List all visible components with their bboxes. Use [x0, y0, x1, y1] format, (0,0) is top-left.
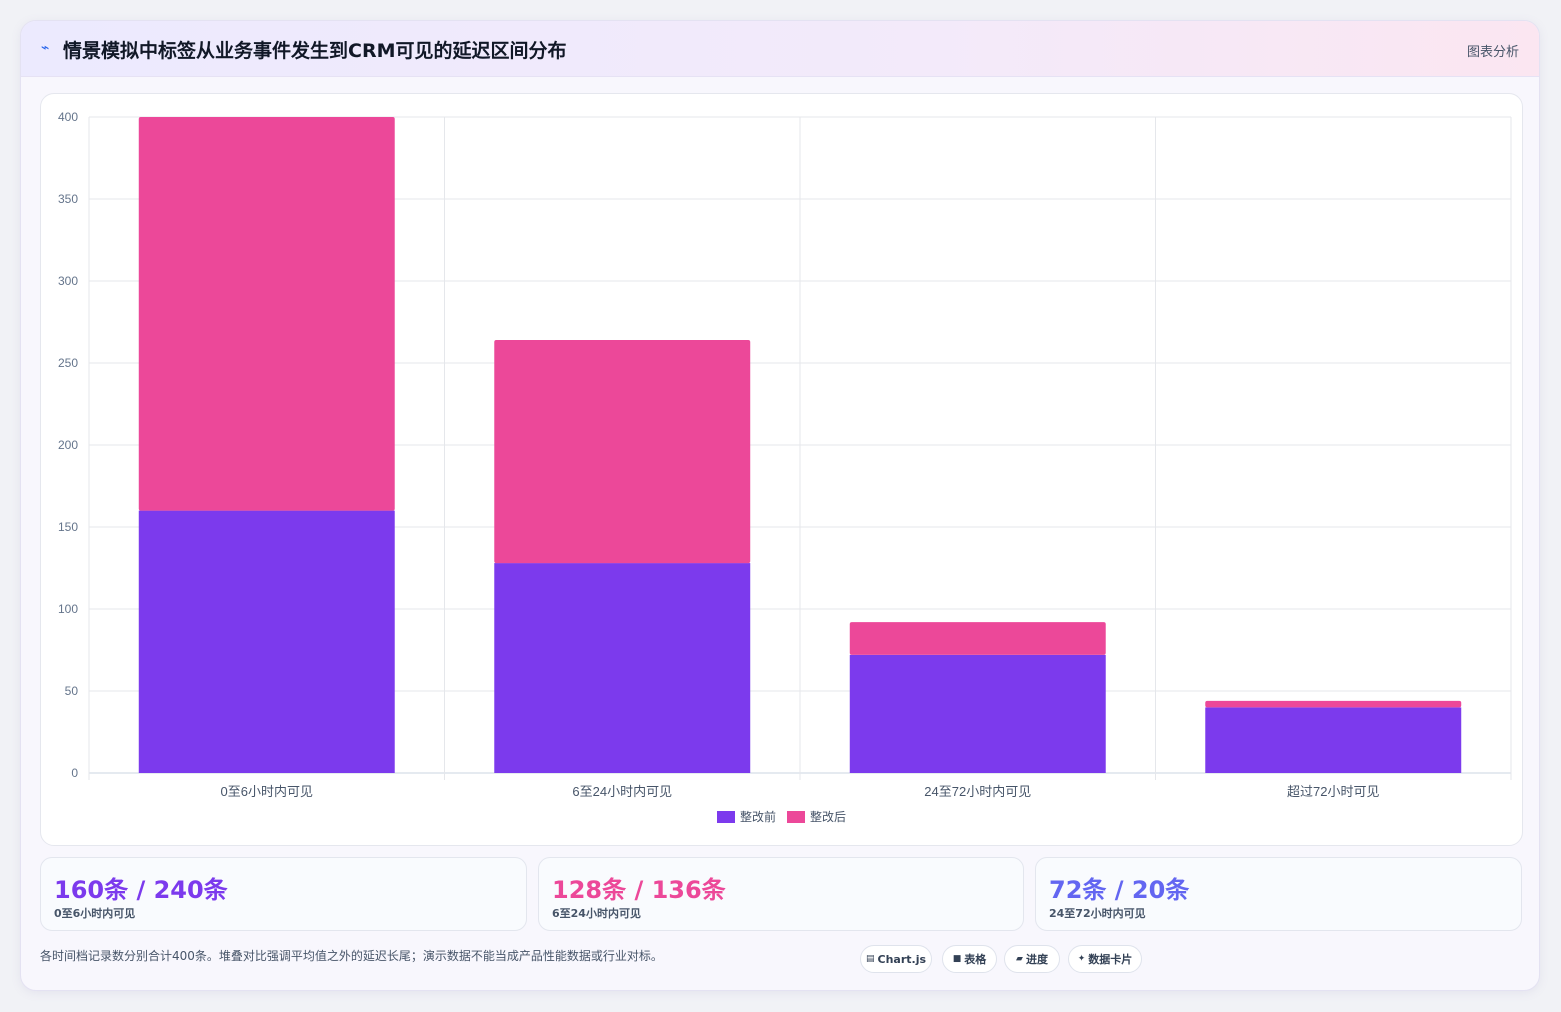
progress-icon: ▰ [1016, 954, 1023, 964]
bar-segment [1205, 707, 1462, 773]
pill-progress[interactable]: ▰ 进度 [1004, 945, 1060, 973]
bar-segment [849, 654, 1106, 773]
stacked-bar-chart: 0 50 100 150 200 250 300 350 400 0至6小时内可见 6至24小时内可… [58, 110, 1512, 824]
pill-label: Chart.js [877, 952, 927, 966]
pill-chartjs[interactable]: ▤ Chart.js [860, 945, 932, 973]
pill-label: 表格 [964, 953, 987, 966]
bar-segment [849, 622, 1106, 655]
stat-label: 0至6小时内可见 [54, 907, 136, 920]
stat-label: 24至72小时内可见 [1049, 907, 1146, 920]
y-tick-label: 350 [58, 192, 78, 206]
stat-card: 72条 / 20条 24至72小时内可见 [1035, 857, 1522, 931]
y-tick-label: 50 [65, 684, 79, 698]
chart-title: 情景模拟中标签从业务事件发生到CRM可见的延迟区间分布 [63, 40, 567, 62]
pill-label: 进度 [1025, 953, 1048, 966]
legend-swatch [717, 811, 735, 823]
bar-segment [138, 510, 395, 773]
stat-card: 160条 / 240条 0至6小时内可见 [40, 857, 527, 931]
y-tick-label: 300 [58, 274, 78, 288]
chart-panel: 0 50 100 150 200 250 300 350 400 0至6小时内可见 6至24小时内可… [40, 93, 1523, 846]
y-tick-label: 200 [58, 438, 78, 452]
pill-table[interactable]: ■ 表格 [942, 945, 997, 973]
header-tag: 图表分析 [1466, 45, 1519, 60]
bar-segment [1205, 700, 1462, 708]
bar-segment [138, 117, 395, 511]
stat-value: 128条 / 136条 [552, 876, 726, 904]
legend-label: 整改后 [810, 809, 846, 824]
stat-label: 6至24小时内可见 [552, 907, 641, 920]
table-icon: ■ [952, 954, 962, 964]
x-tick-label: 0至6小时内可见 [221, 784, 313, 799]
footnote: 各时间档记录数分别合计400条。堆叠对比强调平均值之外的延迟长尾；演示数据不能当… [40, 949, 663, 963]
y-tick-label: 100 [58, 602, 78, 616]
y-tick-label: 0 [71, 766, 78, 780]
x-tick-label: 24至72小时内可见 [924, 784, 1031, 799]
y-tick-label: 150 [58, 520, 78, 534]
legend-swatch [787, 811, 805, 823]
pill-label: 数据卡片 [1088, 953, 1133, 966]
y-tick-label: 250 [58, 356, 78, 370]
bar-segment [494, 563, 751, 773]
stat-card: 128条 / 136条 6至24小时内可见 [538, 857, 1024, 931]
chart-card: ⌁ 情景模拟中标签从业务事件发生到CRM可见的延迟区间分布 图表分析 0 50 10… [20, 20, 1540, 991]
sparkle-icon: ✦ [1077, 954, 1086, 964]
bar-segment [494, 340, 751, 564]
trend-line-icon: ⌁ [41, 40, 50, 56]
bar-chart-icon: ▤ [865, 954, 875, 964]
card-header: ⌁ 情景模拟中标签从业务事件发生到CRM可见的延迟区间分布 图表分析 [21, 21, 1539, 77]
stat-value: 160条 / 240条 [54, 876, 228, 904]
x-tick-label: 超过72小时可见 [1287, 784, 1379, 799]
y-tick-label: 400 [58, 110, 78, 124]
x-tick-label: 6至24小时内可见 [572, 784, 672, 799]
stat-value: 72条 / 20条 [1049, 876, 1190, 904]
pill-datacard[interactable]: ✦ 数据卡片 [1068, 945, 1142, 973]
legend-label: 整改前 [740, 809, 776, 824]
